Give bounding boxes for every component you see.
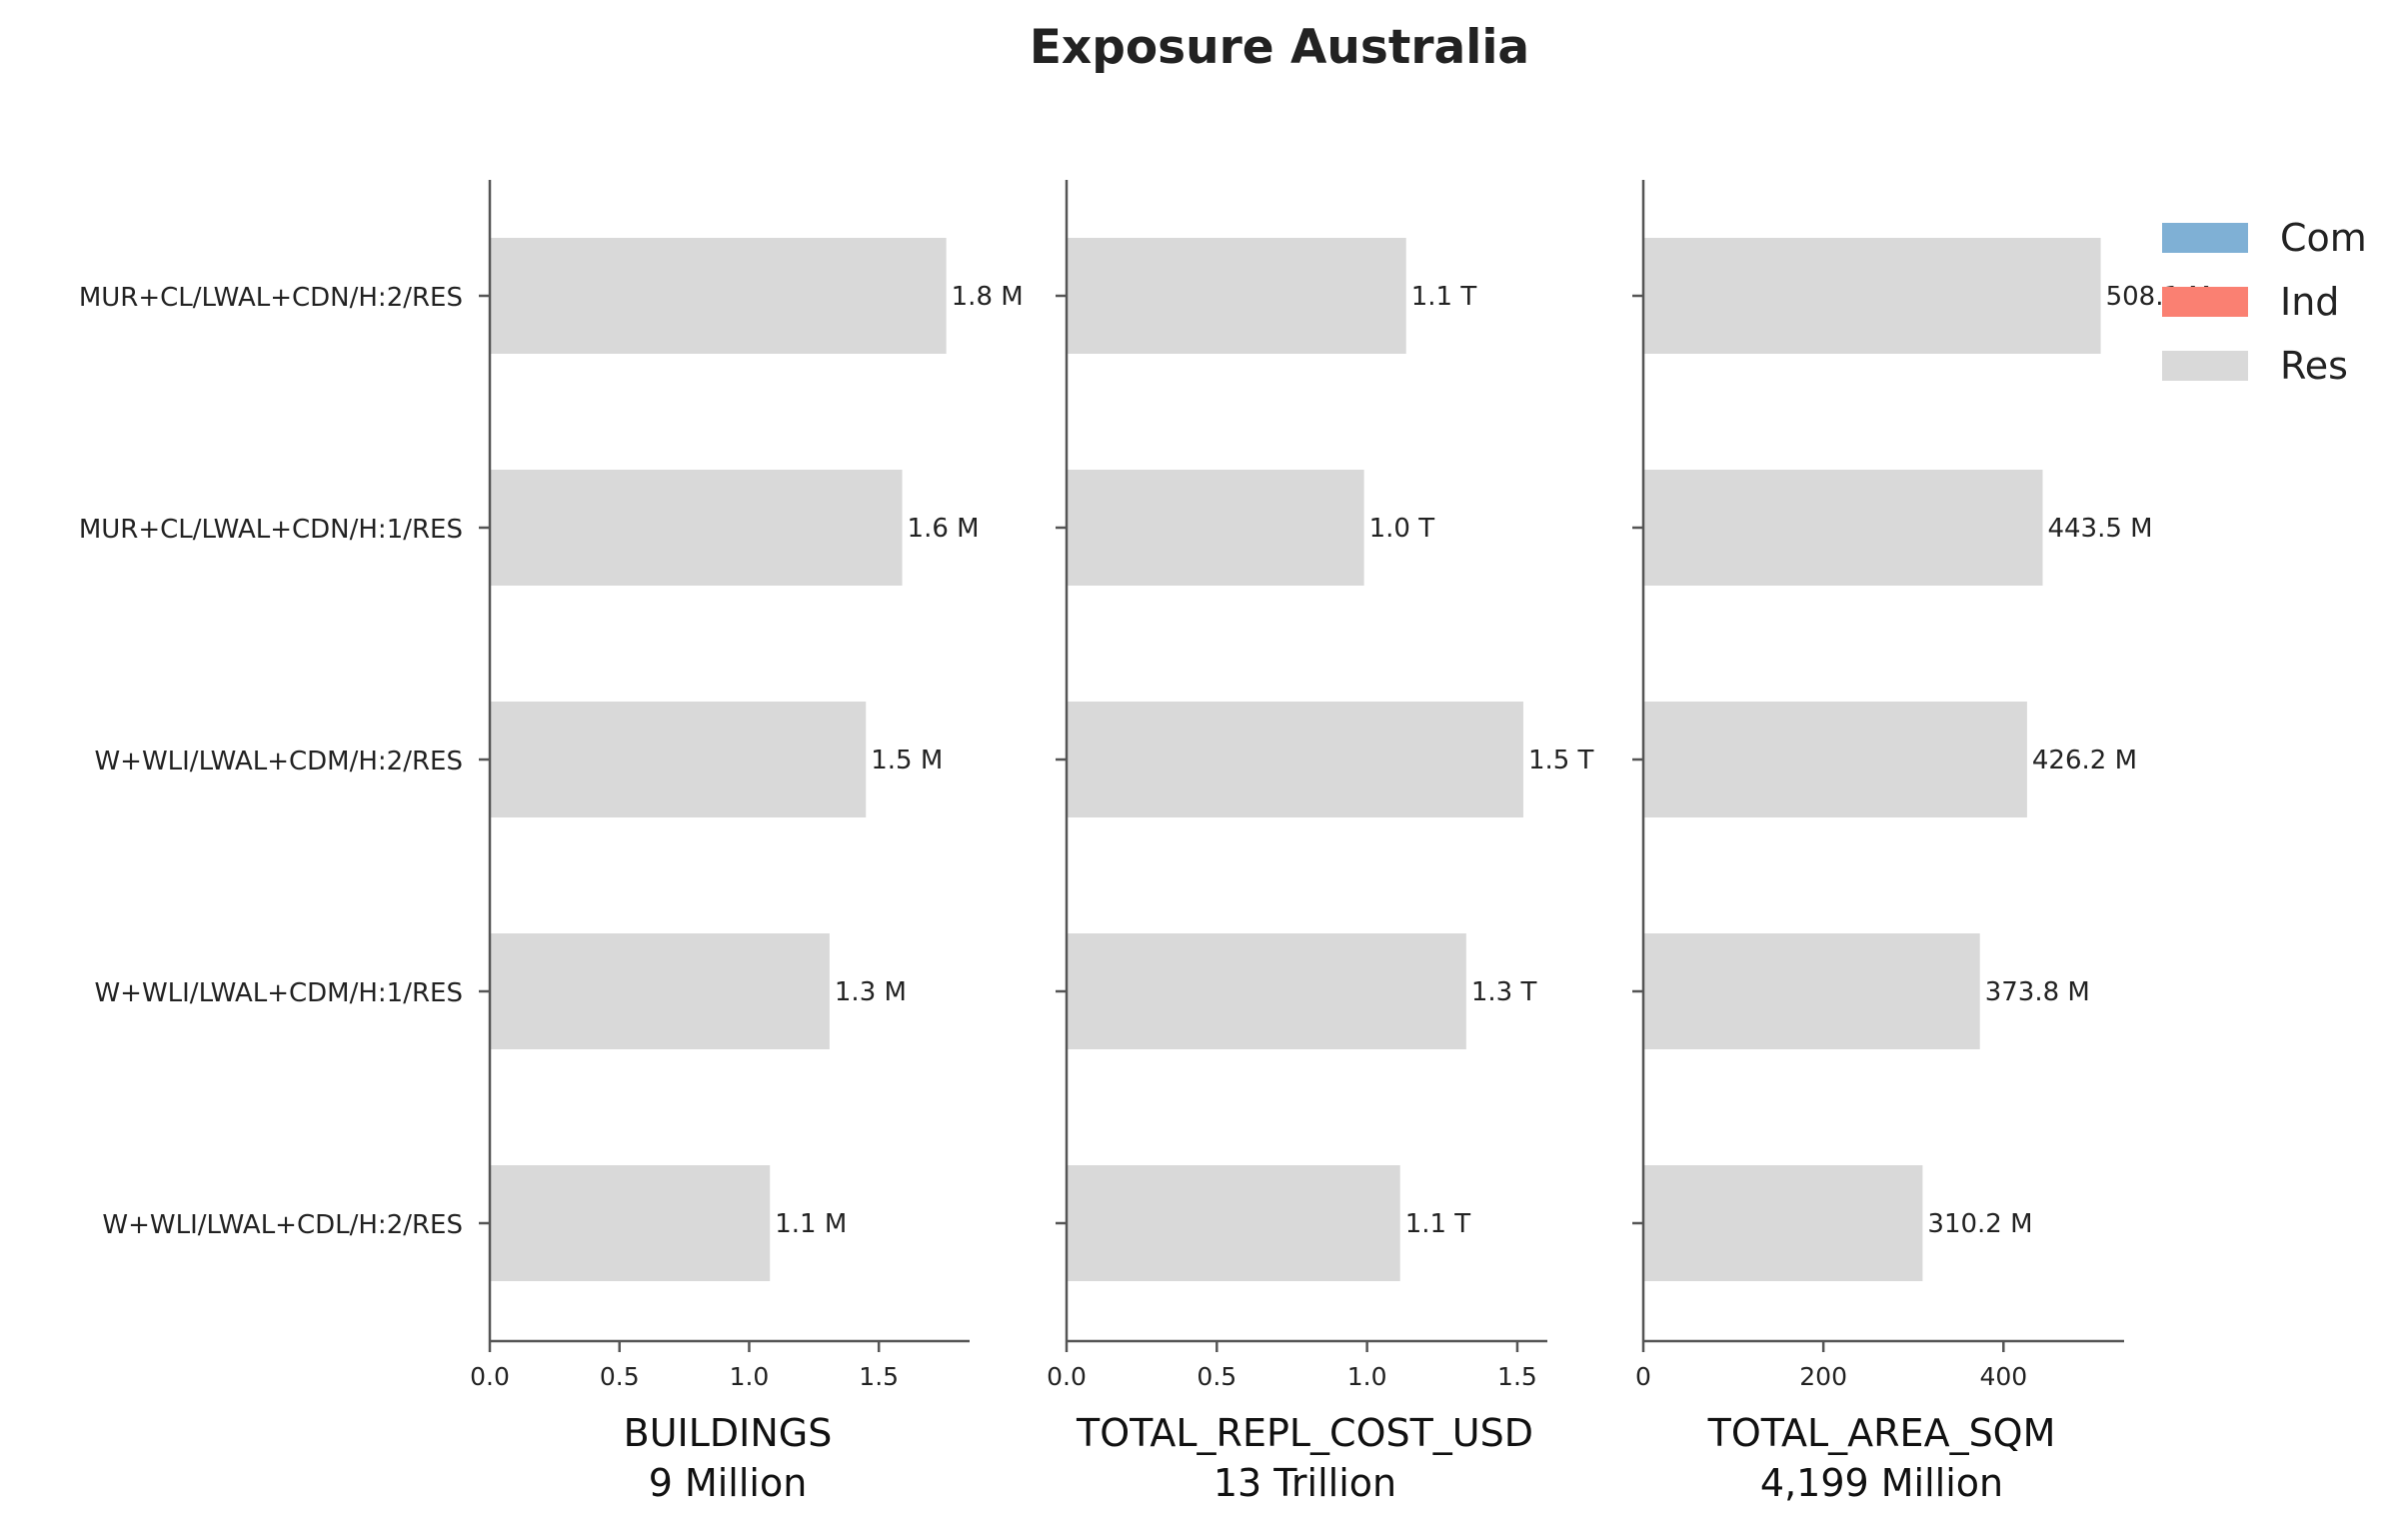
legend-swatch-ind <box>2162 287 2248 317</box>
x-tick-label: 1.5 <box>859 1362 899 1391</box>
bar-res <box>490 1165 771 1281</box>
bar-res <box>1067 702 1523 817</box>
x-tick-label: 200 <box>1799 1362 1847 1391</box>
value-label: 443.5 M <box>2047 514 2152 544</box>
bar-res <box>1643 1165 1923 1281</box>
panel-total-label: 4,199 Million <box>1760 1461 2003 1505</box>
x-tick-label: 400 <box>1979 1362 2027 1391</box>
value-label: 1.8 M <box>952 282 1024 312</box>
x-tick-label: 0.5 <box>1197 1362 1236 1391</box>
y-tick-label: W+WLI/LWAL+CDM/H:1/RES <box>94 978 463 1008</box>
panels: 1.8 M 1.6 M 1.5 M 1.3 M 1.1 M MUR+CL/LWAL+CDN… <box>79 180 2211 1505</box>
y-tick-label: W+WLI/LWAL+CDM/H:2/RES <box>94 747 463 776</box>
bar-res <box>1067 933 1466 1049</box>
x-tick-label: 1.0 <box>730 1362 770 1391</box>
x-axis-label: TOTAL_AREA_SQM <box>1707 1411 2056 1455</box>
bar-res <box>490 933 830 1049</box>
legend-label-com: Com <box>2280 216 2367 260</box>
legend-label-res: Res <box>2280 344 2348 388</box>
y-tick-label: MUR+CL/LWAL+CDN/H:1/RES <box>79 515 463 545</box>
x-tick-label: 0 <box>1635 1362 1651 1391</box>
bar-res <box>1067 1165 1400 1281</box>
panel-total-label: 9 Million <box>649 1461 808 1505</box>
x-tick-label: 1.5 <box>1497 1362 1537 1391</box>
bar-res <box>1643 470 2043 586</box>
x-tick-label: 1.0 <box>1347 1362 1387 1391</box>
bar-res <box>1067 470 1364 586</box>
value-label: 1.1 T <box>1411 282 1477 312</box>
y-tick-label: MUR+CL/LWAL+CDN/H:2/RES <box>79 283 463 313</box>
bar-res <box>1643 238 2101 354</box>
legend-swatch-com <box>2162 223 2248 253</box>
bar-res <box>1067 238 1406 354</box>
bar-res <box>1643 702 2027 817</box>
value-label: 426.2 M <box>2032 746 2137 775</box>
value-label: 1.1 T <box>1405 1209 1471 1239</box>
value-label: 373.8 M <box>1985 977 2090 1007</box>
x-axis-label: TOTAL_REPL_COST_USD <box>1076 1411 1533 1455</box>
value-label: 1.3 M <box>835 977 907 1007</box>
legend-swatch-res <box>2162 351 2248 381</box>
value-label: 1.5 T <box>1528 746 1594 775</box>
bar-res <box>490 238 947 354</box>
chart-title: Exposure Australia <box>1030 20 1529 75</box>
value-label: 1.3 T <box>1471 977 1537 1007</box>
legend-label-ind: Ind <box>2280 280 2339 324</box>
x-axis-label: BUILDINGS <box>624 1411 833 1455</box>
x-tick-label: 0.5 <box>600 1362 640 1391</box>
value-label: 1.6 M <box>908 514 980 544</box>
value-label: 1.0 T <box>1369 514 1435 544</box>
legend: Com Ind Res <box>2162 216 2367 388</box>
panel-1: 1.8 M 1.6 M 1.5 M 1.3 M 1.1 M MUR+CL/LWAL+CDN… <box>79 180 1024 1505</box>
value-label: 1.1 M <box>775 1209 847 1239</box>
value-label: 1.5 M <box>871 746 943 775</box>
bar-res <box>490 702 867 817</box>
bar-res <box>490 470 903 586</box>
y-tick-label: W+WLI/LWAL+CDL/H:2/RES <box>102 1210 463 1240</box>
bar-res <box>1643 933 1980 1049</box>
panel-2: 1.1 T 1.0 T 1.5 T 1.3 T 1.1 T 0.0 0.5 1.0 1.5 TOT… <box>1047 180 1594 1505</box>
x-tick-label: 0.0 <box>470 1362 510 1391</box>
value-label: 310.2 M <box>1927 1209 2032 1239</box>
panel-total-label: 13 Trillion <box>1213 1461 1396 1505</box>
x-tick-label: 0.0 <box>1047 1362 1087 1391</box>
